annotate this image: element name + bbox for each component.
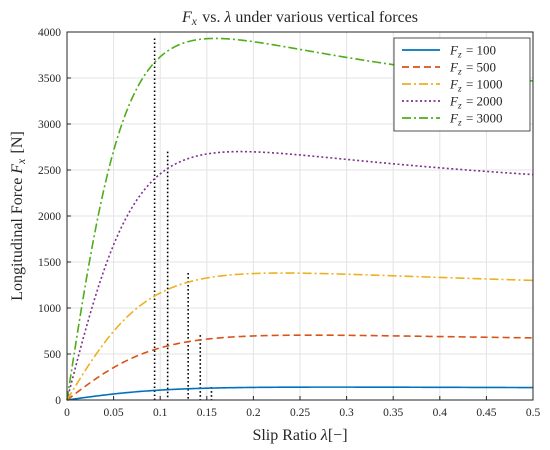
x-tick-label: 0.35 — [383, 407, 403, 419]
x-tick-label: 0.2 — [246, 407, 261, 419]
x-tick-label: 0.15 — [197, 407, 217, 419]
y-tick-label: 0 — [55, 395, 61, 407]
x-tick-label: 0.1 — [153, 407, 168, 419]
y-tick-label: 1500 — [38, 257, 61, 269]
series-line-100 — [66, 386, 534, 401]
x-tick-label: 0 — [64, 407, 70, 419]
legend-label-1000: Fz = 1000 — [449, 77, 503, 95]
x-tick-label: 0.4 — [433, 407, 448, 419]
series-line-1000 — [66, 272, 534, 401]
x-tick-labels: 0 0.05 0.1 0.15 0.2 0.25 0.3 0.35 0.4 0.45 0.5 — [64, 396, 540, 419]
legend-label-100: Fz = 100 — [449, 43, 496, 61]
peak-markers — [153, 38, 213, 400]
x-tick-label: 0.45 — [476, 407, 496, 419]
x-tick-label: 0.25 — [290, 407, 310, 419]
x-tick-label: 0.3 — [339, 407, 354, 419]
y-tick-label: 4000 — [38, 27, 61, 39]
y-tick-label: 3500 — [38, 73, 61, 85]
x-tick-label: 0.5 — [526, 407, 541, 419]
y-tick-label: 2500 — [38, 165, 61, 177]
x-tick-label: 0.05 — [104, 407, 124, 419]
legend-label-500: Fz = 500 — [449, 60, 496, 78]
y-tick-label: 1000 — [38, 303, 61, 315]
y-tick-labels: 0 500 1000 1500 2000 2500 3000 3500 4000 — [38, 27, 71, 407]
y-tick-label: 500 — [44, 349, 62, 361]
legend-box — [393, 37, 531, 132]
series-line-3000 — [66, 37, 534, 401]
y-tick-label: 2000 — [38, 211, 61, 223]
legend-label-2000: Fz = 2000 — [449, 94, 503, 112]
y-axis-label: Longitudinal Force Fx [N] — [9, 131, 28, 301]
series-line-2000 — [66, 150, 534, 401]
series-line-500 — [66, 334, 534, 401]
y-tick-label: 3000 — [38, 119, 61, 131]
x-axis-label: Slip Ratio λ[−] — [252, 427, 347, 444]
chart-title: Fx vs. λ under various vertical forces — [181, 9, 418, 28]
legend-label-3000: Fz = 3000 — [449, 111, 503, 129]
series-lines — [66, 37, 534, 401]
